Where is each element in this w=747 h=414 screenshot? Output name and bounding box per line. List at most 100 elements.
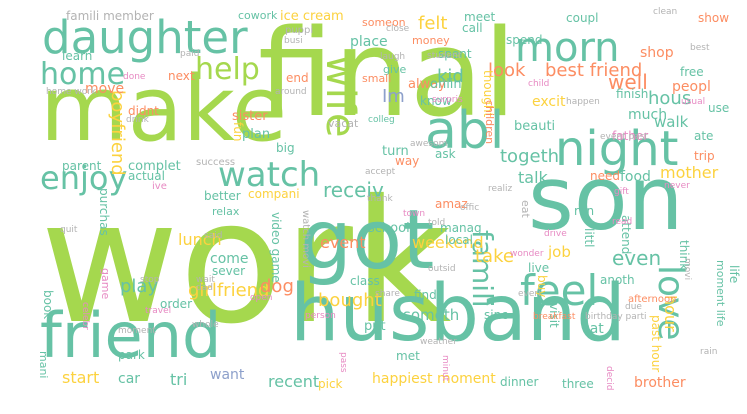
word-compani: compani [248, 187, 300, 201]
word-girlfriend: girlfriend [188, 280, 270, 301]
word-car: car [118, 371, 141, 387]
word-didnt: didnt [128, 104, 159, 118]
word-learn: learn [62, 49, 93, 63]
word-put: put [364, 319, 386, 334]
word-around: around [275, 87, 307, 97]
word-final: final [258, 5, 517, 144]
word-decid: decid [604, 366, 614, 391]
word-hous: hous [648, 88, 692, 109]
word-stop: stop [140, 275, 160, 285]
word-dog: dog [260, 276, 294, 297]
word-got: got [300, 193, 435, 288]
word-mani: mani [37, 351, 50, 379]
word-abl: abl [425, 101, 505, 161]
word-receiv: receiv [323, 178, 384, 202]
word-class: class [350, 274, 380, 288]
word-walk: walk [654, 113, 689, 131]
word-never: never [664, 181, 690, 191]
word-quit: quit [60, 225, 78, 235]
word-park: park [118, 348, 145, 362]
word-happiest-moment: happiest moment [372, 371, 496, 387]
word-relax: relax [212, 205, 240, 218]
word-gift: gift [614, 187, 629, 197]
word-three: three [562, 377, 594, 391]
word-home-work: home work [46, 87, 97, 97]
word-free: free [680, 65, 704, 79]
word-weekend: weekend [412, 233, 484, 252]
word-drive: drive [544, 229, 567, 239]
word-share: share [375, 289, 400, 299]
word-alway: alway [408, 77, 446, 92]
word-puppi: puppi [285, 25, 314, 36]
word-awesom: awesom [410, 139, 448, 149]
word-finish: finish [616, 87, 649, 101]
word-children: children [483, 100, 496, 145]
word-sinc: sinc [484, 308, 508, 322]
word-realiz: realiz [488, 184, 513, 194]
word-video-game: video game [269, 212, 283, 283]
word-next: next [168, 69, 195, 83]
word-spent: spent [438, 47, 472, 61]
word-famili-member: famili member [66, 9, 154, 23]
word-close: close [386, 24, 410, 34]
word-pick: pick [318, 377, 343, 391]
word-event: event [320, 233, 366, 252]
word-whole: whole [192, 320, 219, 330]
word-live: live [528, 261, 550, 275]
word-met: met [396, 349, 420, 363]
word-ive: ive [152, 181, 167, 192]
word-brother: brother [634, 375, 686, 391]
word-child: child [528, 79, 550, 89]
word-birthday-parti: birthday parti [585, 312, 647, 322]
word-game: game [99, 268, 112, 300]
word-job: job [548, 243, 571, 261]
word-mother: mother [660, 163, 719, 182]
word-accept: accept [365, 167, 396, 177]
word-best-friend: best friend [545, 60, 643, 81]
word-father: father [612, 129, 649, 143]
word-rain: rain [700, 347, 718, 357]
word-small: small [362, 72, 392, 85]
word-outsid: outsid [428, 264, 456, 274]
word-vacat: vacat [328, 117, 359, 130]
word-boyfriend: boyfriend [107, 90, 128, 176]
word-student: student [427, 51, 462, 61]
word-school: school [368, 221, 410, 236]
word-movi: movi [682, 258, 692, 281]
word-spend: spend [506, 33, 543, 47]
word-book: book [41, 290, 55, 320]
word-wonder: wonder [510, 249, 544, 259]
word-take: take [475, 246, 514, 267]
word-money: money [412, 34, 450, 47]
word-person: person [305, 311, 336, 321]
word-anoth: anoth [600, 273, 635, 287]
word-fun: fun [231, 122, 245, 142]
word-actual: actual [128, 169, 165, 183]
word-lunch: lunch [178, 230, 222, 249]
word-big: big [276, 141, 295, 155]
word-well: well [608, 70, 648, 94]
word-moment-life: moment life [714, 260, 727, 327]
word-ask: ask [435, 147, 456, 161]
word-event-past: event past [600, 132, 648, 142]
word-pass: pass [338, 352, 348, 373]
word-im: Im [382, 86, 405, 107]
word-town: town [403, 209, 426, 219]
word-weather: weather [420, 337, 457, 347]
word-play: play [120, 276, 159, 297]
word-said: said [204, 231, 223, 241]
word-watch-movi: watch movi [300, 210, 311, 268]
word-way: way [395, 154, 420, 168]
word-sister: sister [232, 109, 268, 124]
word-talk: talk [518, 168, 548, 187]
word-recent: recent [268, 372, 320, 391]
word-husband: husband [290, 269, 626, 359]
word-work: work [40, 164, 452, 362]
word-daughter: daughter [42, 11, 248, 64]
word-ice-cream: ice cream [280, 9, 344, 24]
word-parent: parent [62, 159, 102, 173]
word-bought: bought [318, 290, 382, 311]
word-afternoon: afternoon [628, 294, 677, 305]
word-open: open [250, 293, 273, 303]
word-need: need [590, 169, 620, 183]
